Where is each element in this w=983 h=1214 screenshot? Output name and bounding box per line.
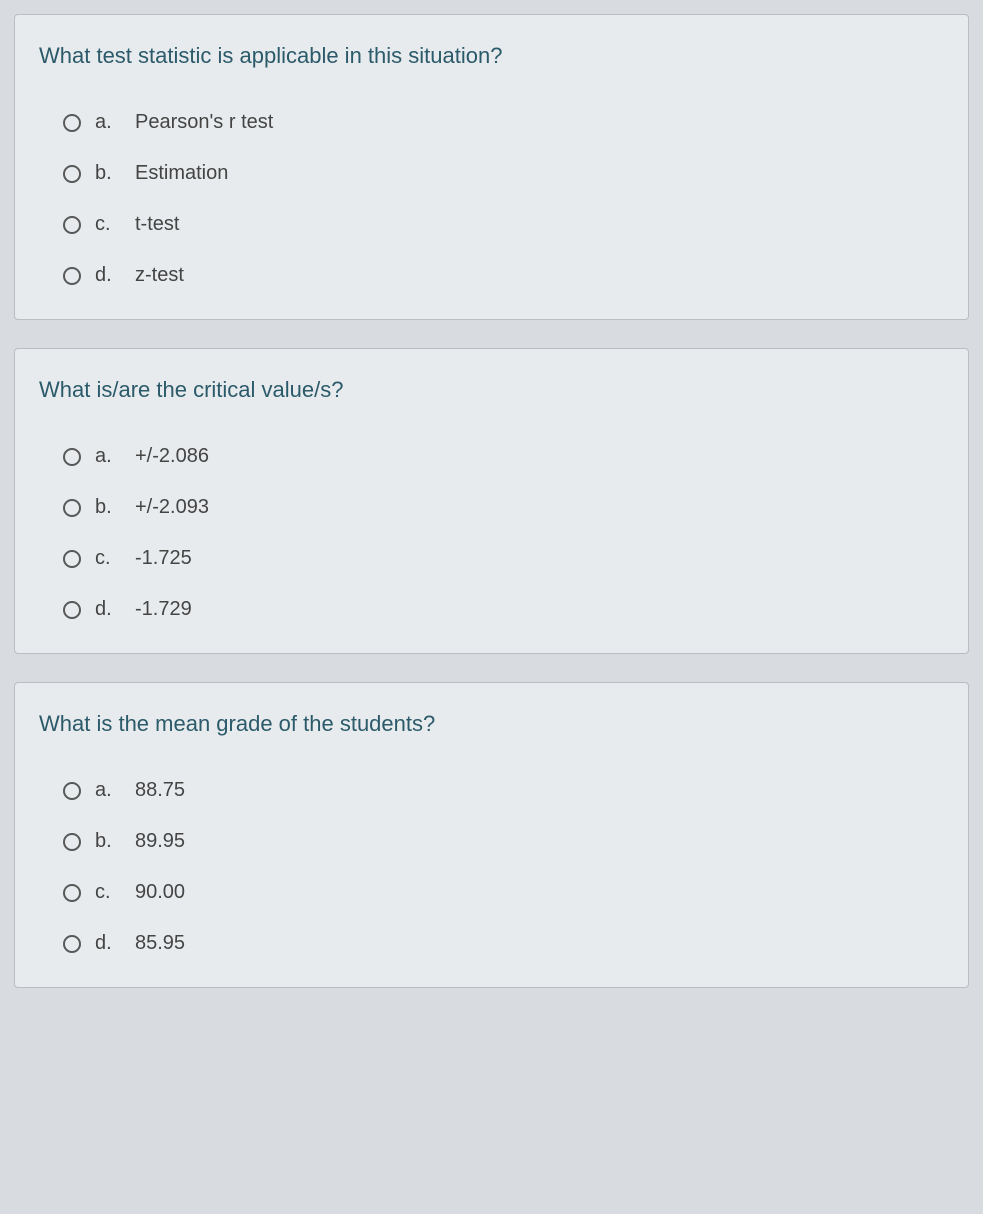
option-letter: d. xyxy=(95,598,119,621)
options-list: a. 88.75 b. 89.95 c. 90.00 d. 85.95 xyxy=(15,757,968,987)
radio-icon[interactable] xyxy=(63,165,81,183)
option-row-b[interactable]: b. Estimation xyxy=(15,148,968,199)
option-row-c[interactable]: c. -1.725 xyxy=(15,533,968,584)
radio-icon[interactable] xyxy=(63,448,81,466)
option-text: t-test xyxy=(135,213,179,236)
option-text: Pearson's r test xyxy=(135,111,273,134)
radio-icon[interactable] xyxy=(63,499,81,517)
radio-icon[interactable] xyxy=(63,267,81,285)
option-row-a[interactable]: a. Pearson's r test xyxy=(15,97,968,148)
option-text: Estimation xyxy=(135,162,228,185)
options-list: a. Pearson's r test b. Estimation c. t-t… xyxy=(15,89,968,319)
option-row-a[interactable]: a. 88.75 xyxy=(15,765,968,816)
radio-icon[interactable] xyxy=(63,935,81,953)
option-text: -1.725 xyxy=(135,547,192,570)
radio-icon[interactable] xyxy=(63,550,81,568)
question-prompt: What test statistic is applicable in thi… xyxy=(15,15,968,89)
option-row-c[interactable]: c. 90.00 xyxy=(15,867,968,918)
option-text: +/-2.086 xyxy=(135,445,209,468)
option-letter: d. xyxy=(95,932,119,955)
option-row-a[interactable]: a. +/-2.086 xyxy=(15,431,968,482)
option-letter: b. xyxy=(95,162,119,185)
option-letter: d. xyxy=(95,264,119,287)
option-row-b[interactable]: b. 89.95 xyxy=(15,816,968,867)
option-row-c[interactable]: c. t-test xyxy=(15,199,968,250)
option-letter: a. xyxy=(95,779,119,802)
options-list: a. +/-2.086 b. +/-2.093 c. -1.725 d. -1.… xyxy=(15,423,968,653)
option-text: -1.729 xyxy=(135,598,192,621)
option-row-b[interactable]: b. +/-2.093 xyxy=(15,482,968,533)
option-row-d[interactable]: d. 85.95 xyxy=(15,918,968,969)
option-letter: c. xyxy=(95,881,119,904)
option-letter: c. xyxy=(95,213,119,236)
option-row-d[interactable]: d. -1.729 xyxy=(15,584,968,635)
question-card-3: What is the mean grade of the students? … xyxy=(14,682,969,988)
radio-icon[interactable] xyxy=(63,782,81,800)
option-row-d[interactable]: d. z-test xyxy=(15,250,968,301)
option-text: 88.75 xyxy=(135,779,185,802)
option-text: +/-2.093 xyxy=(135,496,209,519)
radio-icon[interactable] xyxy=(63,114,81,132)
question-prompt: What is the mean grade of the students? xyxy=(15,683,968,757)
option-letter: b. xyxy=(95,496,119,519)
question-card-1: What test statistic is applicable in thi… xyxy=(14,14,969,320)
question-card-2: What is/are the critical value/s? a. +/-… xyxy=(14,348,969,654)
option-letter: a. xyxy=(95,445,119,468)
radio-icon[interactable] xyxy=(63,216,81,234)
option-letter: a. xyxy=(95,111,119,134)
option-letter: c. xyxy=(95,547,119,570)
radio-icon[interactable] xyxy=(63,601,81,619)
radio-icon[interactable] xyxy=(63,833,81,851)
question-prompt: What is/are the critical value/s? xyxy=(15,349,968,423)
option-text: z-test xyxy=(135,264,184,287)
option-text: 90.00 xyxy=(135,881,185,904)
option-text: 89.95 xyxy=(135,830,185,853)
option-text: 85.95 xyxy=(135,932,185,955)
option-letter: b. xyxy=(95,830,119,853)
radio-icon[interactable] xyxy=(63,884,81,902)
